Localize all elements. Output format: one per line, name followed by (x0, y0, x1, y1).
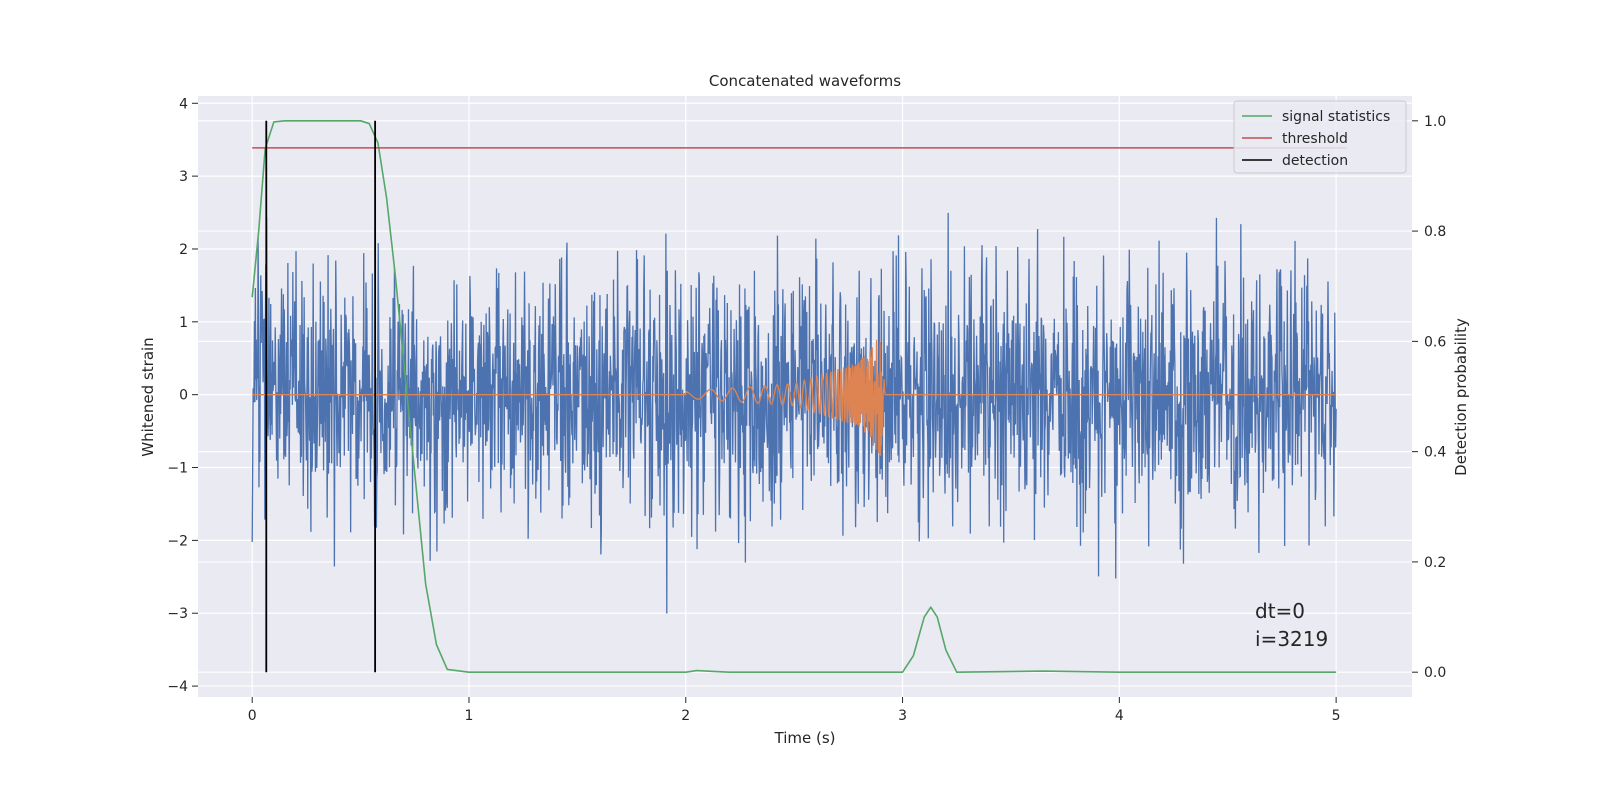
y2-tick-label: 1.0 (1424, 114, 1446, 130)
x-tick-label: 4 (1115, 708, 1124, 724)
y2-tick-label: 0.4 (1424, 445, 1446, 461)
y-axis-left: −4 −3 −2 −1 0 1 2 3 4 (167, 96, 198, 695)
x-tick-label: 1 (465, 708, 474, 724)
series-injected-waveform (252, 339, 1337, 456)
x-tick-label: 5 (1332, 708, 1341, 724)
y2-axis-label: Detection probability (1452, 318, 1470, 476)
y-tick-label: −1 (167, 461, 188, 477)
noise-line (251, 212, 1337, 614)
series-signal-statistics (251, 120, 1337, 673)
series-whitened-strain (251, 212, 1337, 614)
legend-label-threshold: threshold (1282, 131, 1348, 147)
injected-waveform-line (252, 339, 1337, 456)
legend-label-signal-statistics: signal statistics (1282, 109, 1390, 125)
y2-tick-label: 0.2 (1424, 555, 1446, 571)
y-axis-label: Whitened strain (139, 337, 157, 456)
x-tick-label: 2 (681, 708, 690, 724)
series-detection (265, 120, 377, 673)
x-tick-label: 0 (248, 708, 257, 724)
y-tick-label: 3 (179, 169, 188, 185)
y-tick-label: 0 (179, 388, 188, 404)
y-tick-label: −3 (167, 606, 188, 622)
y-tick-label: 4 (179, 96, 188, 112)
legend-label-detection: detection (1282, 153, 1348, 169)
y-tick-label: 1 (179, 315, 188, 331)
x-axis-label: Time (s) (774, 729, 836, 747)
y-tick-label: 2 (179, 242, 188, 258)
chart-title: Concatenated waveforms (709, 72, 901, 90)
y-axis-right: 0.0 0.2 0.4 0.6 0.8 1.0 (1412, 114, 1446, 681)
legend-box (1233, 100, 1407, 174)
x-axis: 0 1 2 3 4 5 (248, 697, 1341, 724)
y-tick-label: −4 (167, 679, 188, 695)
annotation-dt: dt=0 (1255, 599, 1305, 623)
x-tick-label: 3 (898, 708, 907, 724)
y2-tick-label: 0.6 (1424, 334, 1446, 350)
y2-tick-label: 0.8 (1424, 224, 1446, 240)
y-tick-label: −2 (167, 533, 188, 549)
legend: signal statistics threshold detection (1233, 100, 1407, 174)
y2-tick-label: 0.0 (1424, 665, 1446, 681)
annotation-index: i=3219 (1255, 627, 1328, 651)
signal-statistics-line (251, 120, 1337, 673)
